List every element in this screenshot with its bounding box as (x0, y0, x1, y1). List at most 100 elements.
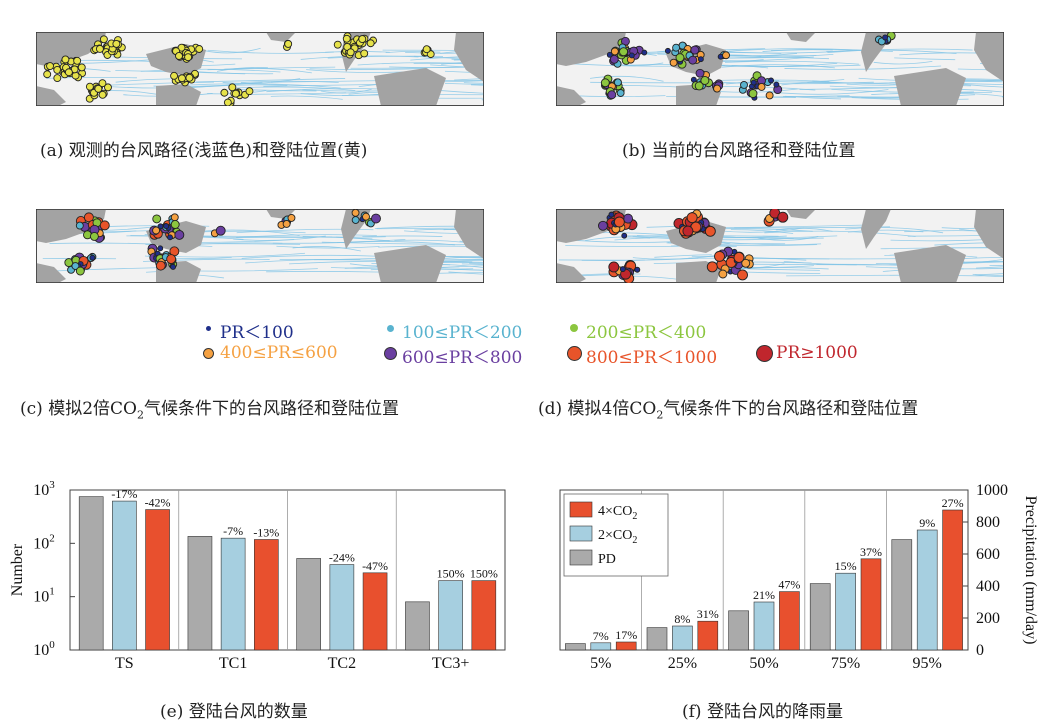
landfall-dot (153, 215, 161, 223)
landfall-dot (224, 99, 231, 106)
bar-95%-s0 (892, 540, 912, 650)
bar-label: 31% (697, 607, 719, 621)
bar-TS-s2 (146, 510, 170, 650)
bar-5%-s2 (616, 642, 636, 650)
legend-swatch (570, 502, 592, 517)
landfall-dot (171, 214, 178, 221)
landfall-dot (175, 52, 182, 59)
legend-label-pr-400-600: 400≤PR≤600 (220, 343, 338, 363)
bar-25%-s0 (647, 628, 667, 650)
x-tick-label: TS (115, 655, 134, 672)
landfall-dot (76, 222, 83, 229)
landfall-dot (175, 230, 184, 239)
x-tick-label: 50% (749, 655, 778, 672)
bar-TC3+-s0 (405, 602, 429, 650)
bar-label: -42% (145, 496, 171, 510)
x-tick-label: 25% (668, 655, 697, 672)
landfall-dot (608, 91, 616, 99)
landfall-dot (367, 40, 374, 47)
bar-label: 150% (437, 567, 465, 581)
caption-e: (e) 登陆台风的数量 (160, 697, 308, 722)
bar-label: 27% (942, 496, 964, 510)
bar-TC1-s1 (221, 538, 245, 650)
landfall-dot (99, 91, 106, 98)
legend-label-pr-100-200: 100≤PR＜200 (402, 318, 522, 343)
landfall-dot (617, 89, 624, 96)
bar-label: 8% (674, 612, 690, 626)
map-a-svg (36, 32, 484, 106)
bar-label: 9% (919, 516, 935, 530)
caption-d-post: 气候条件下的台风路径和登陆位置 (663, 399, 918, 419)
landfall-dot (705, 226, 715, 236)
bar-label: -17% (111, 487, 137, 501)
landfall-dot (334, 41, 341, 48)
landfall-dot (758, 83, 765, 90)
landfall-dot (171, 264, 176, 269)
caption-c-pre: (c) 模拟2倍CO (20, 399, 137, 419)
landfall-dot (738, 270, 748, 280)
bar-TC2-s0 (297, 558, 321, 650)
landfall-dot (749, 90, 757, 98)
y-tick-label: 101 (33, 586, 55, 606)
bar-label: 15% (835, 559, 857, 573)
landfall-dot (719, 270, 727, 278)
landfall-dot (624, 214, 633, 223)
landfall-dot (620, 267, 625, 272)
landfall-dot (609, 262, 619, 272)
landfall-dot (168, 235, 173, 240)
landfall-dot (715, 251, 725, 261)
landfall-dot (343, 35, 350, 42)
bar-TC1-s2 (254, 539, 278, 650)
legend-label-pr-800-1000: 800≤PR＜1000 (586, 343, 717, 368)
chart-f-landfall-rainfall: 7%17%5%8%31%25%21%47%50%15%37%75%9%27%95… (520, 470, 1044, 685)
bar-TS-s0 (79, 497, 103, 650)
landfall-dot (665, 48, 670, 53)
caption-d: (d) 模拟4倍CO2气候条件下的台风路径和登陆位置 (538, 394, 918, 421)
bar-label: -7% (223, 524, 243, 538)
landfall-dot (156, 261, 165, 270)
bar-label: 47% (778, 578, 800, 592)
bar-TS-s1 (112, 501, 136, 650)
legend-label: PD (598, 552, 616, 567)
landfall-dot (622, 233, 627, 238)
landfall-dot (178, 75, 185, 82)
bar-TC3+-s2 (472, 581, 496, 650)
y-axis-label: Precipitation (mm/day) (1022, 496, 1039, 645)
landfall-dot (113, 40, 120, 47)
landfall-dot (362, 213, 369, 220)
y-tick-label: 800 (976, 514, 1000, 531)
landfall-dot (423, 46, 430, 53)
landfall-dot (883, 35, 888, 40)
landfall-dot (100, 36, 107, 43)
landfall-dot (359, 36, 366, 43)
landfall-dot (598, 221, 607, 230)
landfall-dot (683, 226, 693, 236)
y-tick-exponent: 2 (49, 532, 55, 544)
landfall-dot (766, 92, 773, 99)
bar-label: -24% (329, 551, 355, 565)
landfall-dot (185, 54, 192, 61)
landfall-dot (65, 69, 72, 76)
y-tick-label: 103 (33, 479, 55, 499)
x-tick-label: TC2 (328, 655, 356, 672)
legend-label-pr-ge-1000: PR≥1000 (776, 343, 858, 363)
landfall-dot (347, 49, 354, 56)
bar-25%-s1 (672, 626, 692, 650)
legend-dot-pr-800-1000 (568, 347, 581, 360)
landfall-dot (642, 50, 647, 55)
landfall-dot (283, 220, 290, 227)
legend-label-pr-lt-100: PR＜100 (220, 318, 294, 343)
landfall-dot (288, 214, 295, 221)
chart-e-svg: -17%-42%TS-7%-13%TC1-24%-47%TC2150%150%T… (0, 470, 520, 685)
bar-TC2-s1 (330, 565, 354, 650)
landfall-dot (171, 72, 178, 79)
landfall-dot (54, 75, 61, 82)
x-tick-label: TC3+ (432, 655, 469, 672)
bar-75%-s0 (810, 584, 830, 650)
legend-dot-pr-600-800 (385, 348, 396, 359)
x-tick-label: 75% (831, 655, 860, 672)
landfall-dot (221, 89, 228, 96)
landfall-dot (689, 56, 697, 64)
